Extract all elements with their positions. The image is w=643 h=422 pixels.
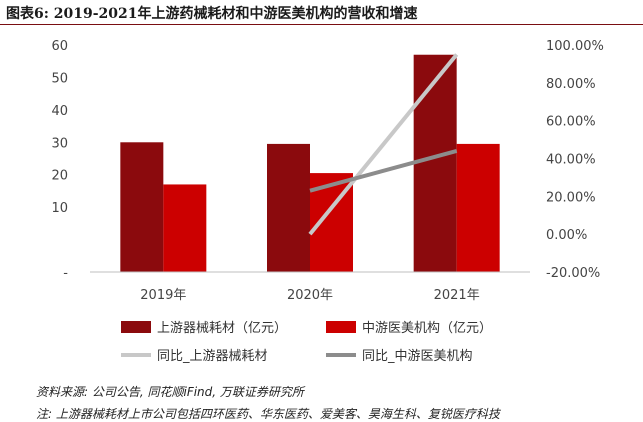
left-axis-ticks: - 10 20 30 40 50 60 — [51, 39, 68, 281]
left-tick-label: 60 — [51, 39, 68, 54]
left-tick-label: - — [63, 266, 68, 281]
midstream-revenue-bar — [456, 143, 500, 272]
source-note: 资料来源: 公司公告, 同花顺iFind, 万联证券研究所 — [36, 385, 304, 399]
x-axis-ticks: 2019年 2020年 2021年 — [140, 288, 479, 303]
right-tick-label: -20.00% — [546, 266, 600, 281]
figure-title: 图表6: 2019-2021年上游药械耗材和中游医美机构的营收和增速 — [6, 6, 418, 22]
right-tick-label: 100.00% — [546, 39, 604, 54]
upstream-growth-line — [308, 53, 459, 236]
midstream-revenue-bar — [163, 184, 207, 272]
category-label: 2021年 — [434, 288, 480, 303]
category-label: 2019年 — [140, 288, 186, 303]
upstream-revenue-bar — [413, 54, 457, 272]
title-rule — [0, 24, 643, 25]
left-tick-label: 20 — [51, 169, 68, 184]
legend-upstream-line-label: 同比_上游器械耗材 — [157, 349, 268, 364]
legend-upstream-bar-label: 上游器械耗材（亿元） — [157, 321, 287, 336]
right-tick-label: 0.00% — [546, 228, 587, 243]
midstream-growth-line — [309, 149, 458, 193]
left-tick-label: 50 — [51, 71, 68, 86]
legend-midstream-bar-swatch — [326, 321, 356, 333]
footnote: 注: 上游器械耗材上市公司包括四环医药、华东医药、爱美客、昊海生科、复锐医疗科技 — [36, 407, 500, 421]
right-tick-label: 80.00% — [546, 77, 596, 92]
legend: 上游器械耗材（亿元） 中游医美机构（亿元） 同比_上游器械耗材 同比_中游医美机构 — [121, 321, 492, 364]
upstream-revenue-bar — [267, 143, 310, 272]
left-tick-label: 10 — [51, 201, 68, 216]
bar-line-chart: - 10 20 30 40 50 60 -20.00% 0.00% 20.00% 40.00% 60… — [51, 39, 604, 364]
bars — [120, 54, 500, 272]
category-label: 2020年 — [287, 288, 333, 303]
growth-lines — [308, 53, 459, 236]
right-tick-label: 40.00% — [546, 153, 596, 168]
right-tick-label: 60.00% — [546, 115, 596, 130]
right-tick-label: 20.00% — [546, 190, 596, 205]
left-tick-label: 30 — [51, 136, 68, 151]
upstream-revenue-bar — [120, 142, 164, 272]
left-tick-label: 40 — [51, 104, 68, 119]
right-axis-ticks: -20.00% 0.00% 20.00% 40.00% 60.00% 80.00% 100.… — [546, 39, 604, 281]
legend-upstream-bar-swatch — [121, 321, 151, 333]
legend-midstream-bar-label: 中游医美机构（亿元） — [362, 321, 492, 336]
legend-midstream-line-label: 同比_中游医美机构 — [362, 349, 473, 364]
